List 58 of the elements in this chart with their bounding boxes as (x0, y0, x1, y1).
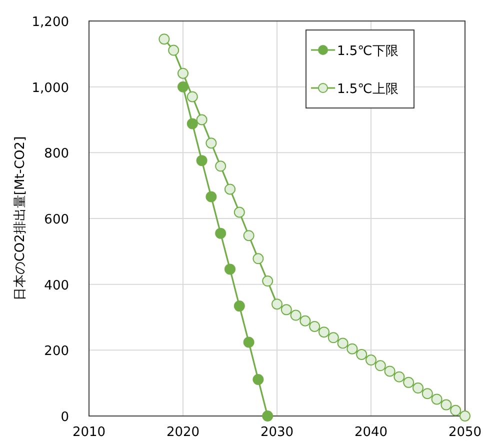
point (318, 326, 330, 338)
point (290, 310, 302, 321)
point (168, 44, 180, 56)
point (328, 332, 339, 344)
point (178, 81, 188, 92)
point (158, 34, 170, 45)
x-tick-label: 2040 (354, 425, 388, 440)
point (356, 348, 368, 360)
point (262, 410, 274, 422)
point (374, 360, 386, 372)
point (262, 276, 274, 287)
point (450, 404, 462, 416)
point (224, 264, 236, 275)
point (243, 230, 254, 242)
point (366, 354, 376, 366)
point (394, 371, 405, 382)
point (224, 184, 236, 195)
legend-label: 1.5℃下限 (337, 44, 398, 59)
point (215, 228, 226, 239)
point (186, 91, 198, 102)
point (412, 382, 424, 394)
point (234, 206, 245, 218)
point (206, 191, 217, 202)
y-tick-label: 600 (44, 212, 69, 228)
point (252, 253, 264, 264)
point (186, 118, 198, 130)
point (206, 138, 217, 149)
x-tick-label: 2010 (72, 425, 106, 440)
point (196, 155, 208, 166)
point (300, 315, 311, 326)
point (460, 410, 470, 422)
y-tick-label: 200 (44, 344, 69, 360)
point (422, 388, 433, 400)
x-tick-label: 2050 (448, 425, 482, 440)
point (440, 399, 452, 410)
y-tick-label: 800 (44, 146, 69, 162)
point (215, 160, 226, 172)
point (280, 304, 292, 316)
point (384, 366, 396, 377)
point (234, 300, 245, 312)
y-tick-label: 400 (44, 278, 69, 294)
y-tick-label: 1,200 (32, 15, 69, 30)
point (337, 338, 348, 349)
legend-label: 1.5℃上限 (337, 82, 398, 97)
point (178, 68, 188, 79)
point (346, 343, 358, 354)
x-tick-label: 2020 (166, 425, 200, 440)
y-tick-label: 0 (60, 410, 69, 425)
point (403, 376, 414, 388)
point (243, 336, 254, 348)
point (431, 394, 442, 405)
y-axis-title: 日本のCO2排出量[Mt-CO2] (13, 136, 28, 301)
point (196, 114, 208, 126)
point (309, 320, 320, 332)
point (272, 298, 282, 310)
y-tick-label: 1,000 (32, 80, 69, 96)
point (252, 374, 264, 385)
x-tick-label: 2030 (260, 425, 294, 440)
